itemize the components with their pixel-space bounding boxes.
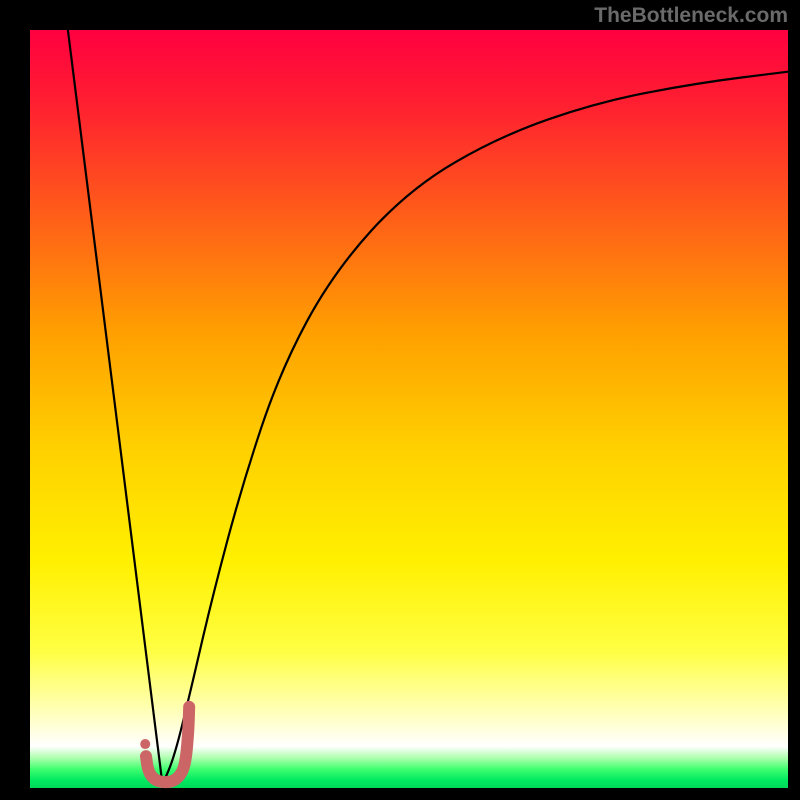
accent-j-dot [140, 739, 150, 749]
chart-container: { "watermark": { "text": "TheBottleneck.… [0, 0, 800, 800]
bottleneck-curve-chart [0, 0, 800, 800]
plot-background [30, 30, 788, 788]
watermark-text: TheBottleneck.com [594, 4, 788, 28]
